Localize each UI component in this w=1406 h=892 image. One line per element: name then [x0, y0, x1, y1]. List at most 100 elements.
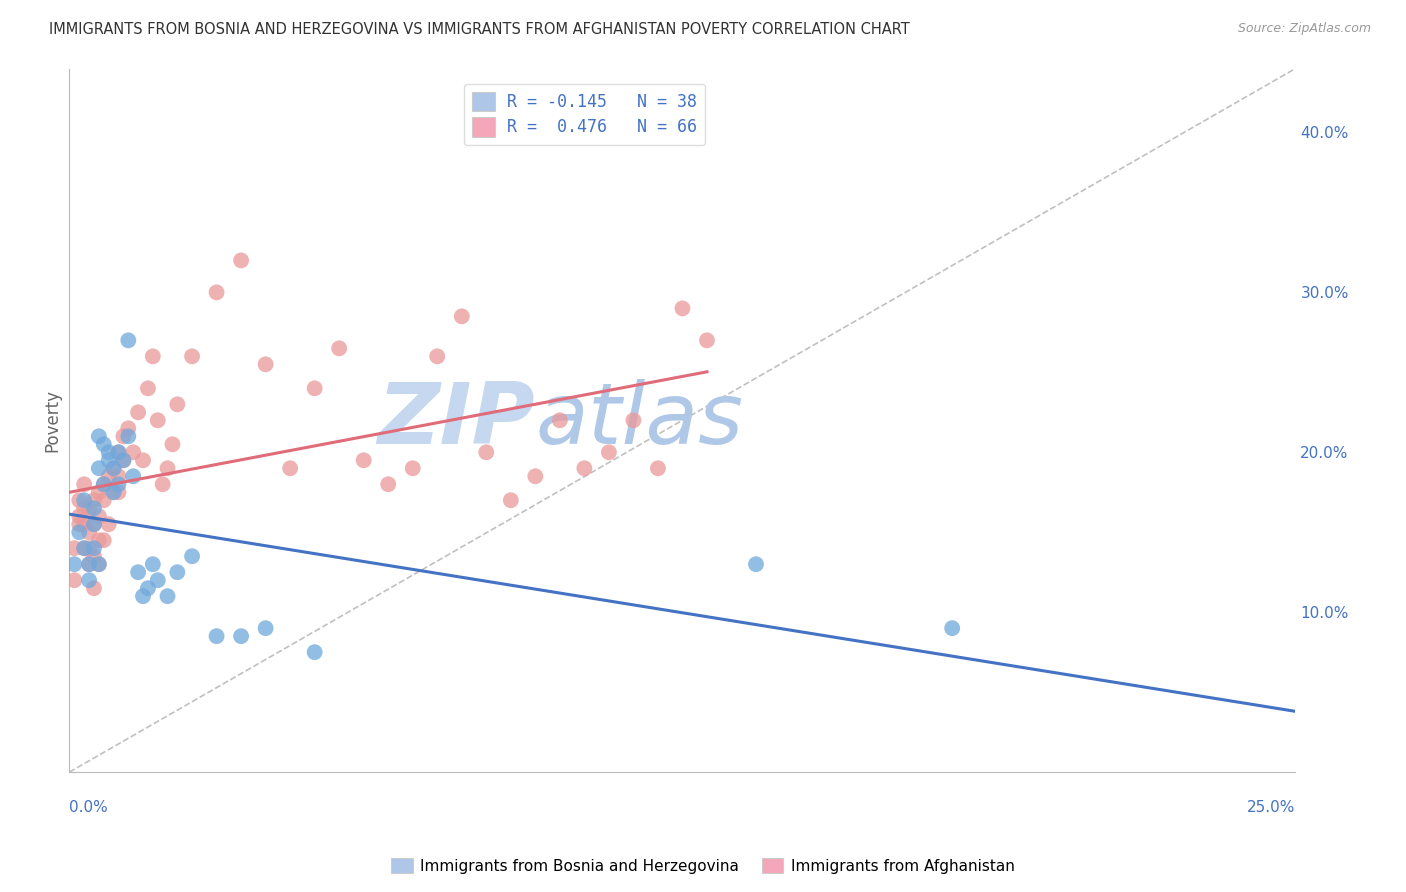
Point [475, 445, 498, 459]
Point [77, 541, 100, 556]
Point [671, 301, 693, 316]
Point [696, 334, 718, 348]
Point [132, 453, 155, 467]
Point [181, 349, 204, 363]
Text: 25.0%: 25.0% [1247, 800, 1295, 815]
Point [117, 334, 139, 348]
Point [97, 469, 120, 483]
Point [97, 517, 120, 532]
Point [97, 445, 120, 459]
Point [166, 565, 188, 579]
Point [77, 573, 100, 587]
Point [574, 461, 596, 475]
Point [205, 285, 228, 300]
Point [103, 485, 125, 500]
Point [107, 477, 129, 491]
Point [146, 573, 169, 587]
Point [103, 461, 125, 475]
Point [132, 589, 155, 603]
Legend: R = -0.145   N = 38, R =  0.476   N = 66: R = -0.145 N = 38, R = 0.476 N = 66 [464, 84, 706, 145]
Point [83, 581, 105, 595]
Point [524, 469, 547, 483]
Point [548, 413, 571, 427]
Point [83, 501, 105, 516]
Point [112, 429, 135, 443]
Point [328, 342, 350, 356]
Point [83, 517, 105, 532]
Point [83, 493, 105, 508]
Point [402, 461, 425, 475]
Point [73, 501, 96, 516]
Point [136, 581, 159, 595]
Point [166, 397, 188, 411]
Point [87, 461, 110, 475]
Point [146, 413, 169, 427]
Point [254, 621, 277, 635]
Point [93, 437, 115, 451]
Point [127, 405, 149, 419]
Point [93, 493, 115, 508]
Point [63, 558, 86, 572]
Point [745, 558, 768, 572]
Point [87, 509, 110, 524]
Text: 0.0%: 0.0% [69, 800, 108, 815]
Point [83, 517, 105, 532]
Point [205, 629, 228, 643]
Point [122, 445, 145, 459]
Point [598, 445, 620, 459]
Point [67, 509, 90, 524]
Point [229, 629, 252, 643]
Point [112, 453, 135, 467]
Y-axis label: Poverty: Poverty [44, 389, 60, 452]
Point [647, 461, 669, 475]
Point [353, 453, 375, 467]
Point [67, 525, 90, 540]
Point [73, 541, 96, 556]
Text: IMMIGRANTS FROM BOSNIA AND HERZEGOVINA VS IMMIGRANTS FROM AFGHANISTAN POVERTY CO: IMMIGRANTS FROM BOSNIA AND HERZEGOVINA V… [49, 22, 910, 37]
Text: atlas: atlas [536, 379, 744, 462]
Point [107, 445, 129, 459]
Point [73, 493, 96, 508]
Point [103, 461, 125, 475]
Point [83, 549, 105, 564]
Point [156, 461, 179, 475]
Point [229, 253, 252, 268]
Point [181, 549, 204, 564]
Point [156, 589, 179, 603]
Point [304, 645, 326, 659]
Point [97, 453, 120, 467]
Point [941, 621, 963, 635]
Point [77, 525, 100, 540]
Point [87, 429, 110, 443]
Point [67, 517, 90, 532]
Point [254, 357, 277, 371]
Point [87, 558, 110, 572]
Point [117, 429, 139, 443]
Point [107, 485, 129, 500]
Point [73, 541, 96, 556]
Legend: Immigrants from Bosnia and Herzegovina, Immigrants from Afghanistan: Immigrants from Bosnia and Herzegovina, … [385, 852, 1021, 880]
Point [426, 349, 449, 363]
Point [112, 453, 135, 467]
Point [87, 558, 110, 572]
Point [142, 349, 165, 363]
Point [103, 485, 125, 500]
Point [623, 413, 645, 427]
Point [77, 558, 100, 572]
Point [127, 565, 149, 579]
Point [93, 477, 115, 491]
Point [499, 493, 522, 508]
Point [73, 477, 96, 491]
Point [136, 381, 159, 395]
Point [377, 477, 399, 491]
Point [63, 541, 86, 556]
Point [77, 501, 100, 516]
Text: Source: ZipAtlas.com: Source: ZipAtlas.com [1237, 22, 1371, 36]
Point [162, 437, 184, 451]
Point [304, 381, 326, 395]
Point [450, 310, 472, 324]
Point [278, 461, 301, 475]
Point [83, 541, 105, 556]
Point [152, 477, 174, 491]
Point [87, 533, 110, 548]
